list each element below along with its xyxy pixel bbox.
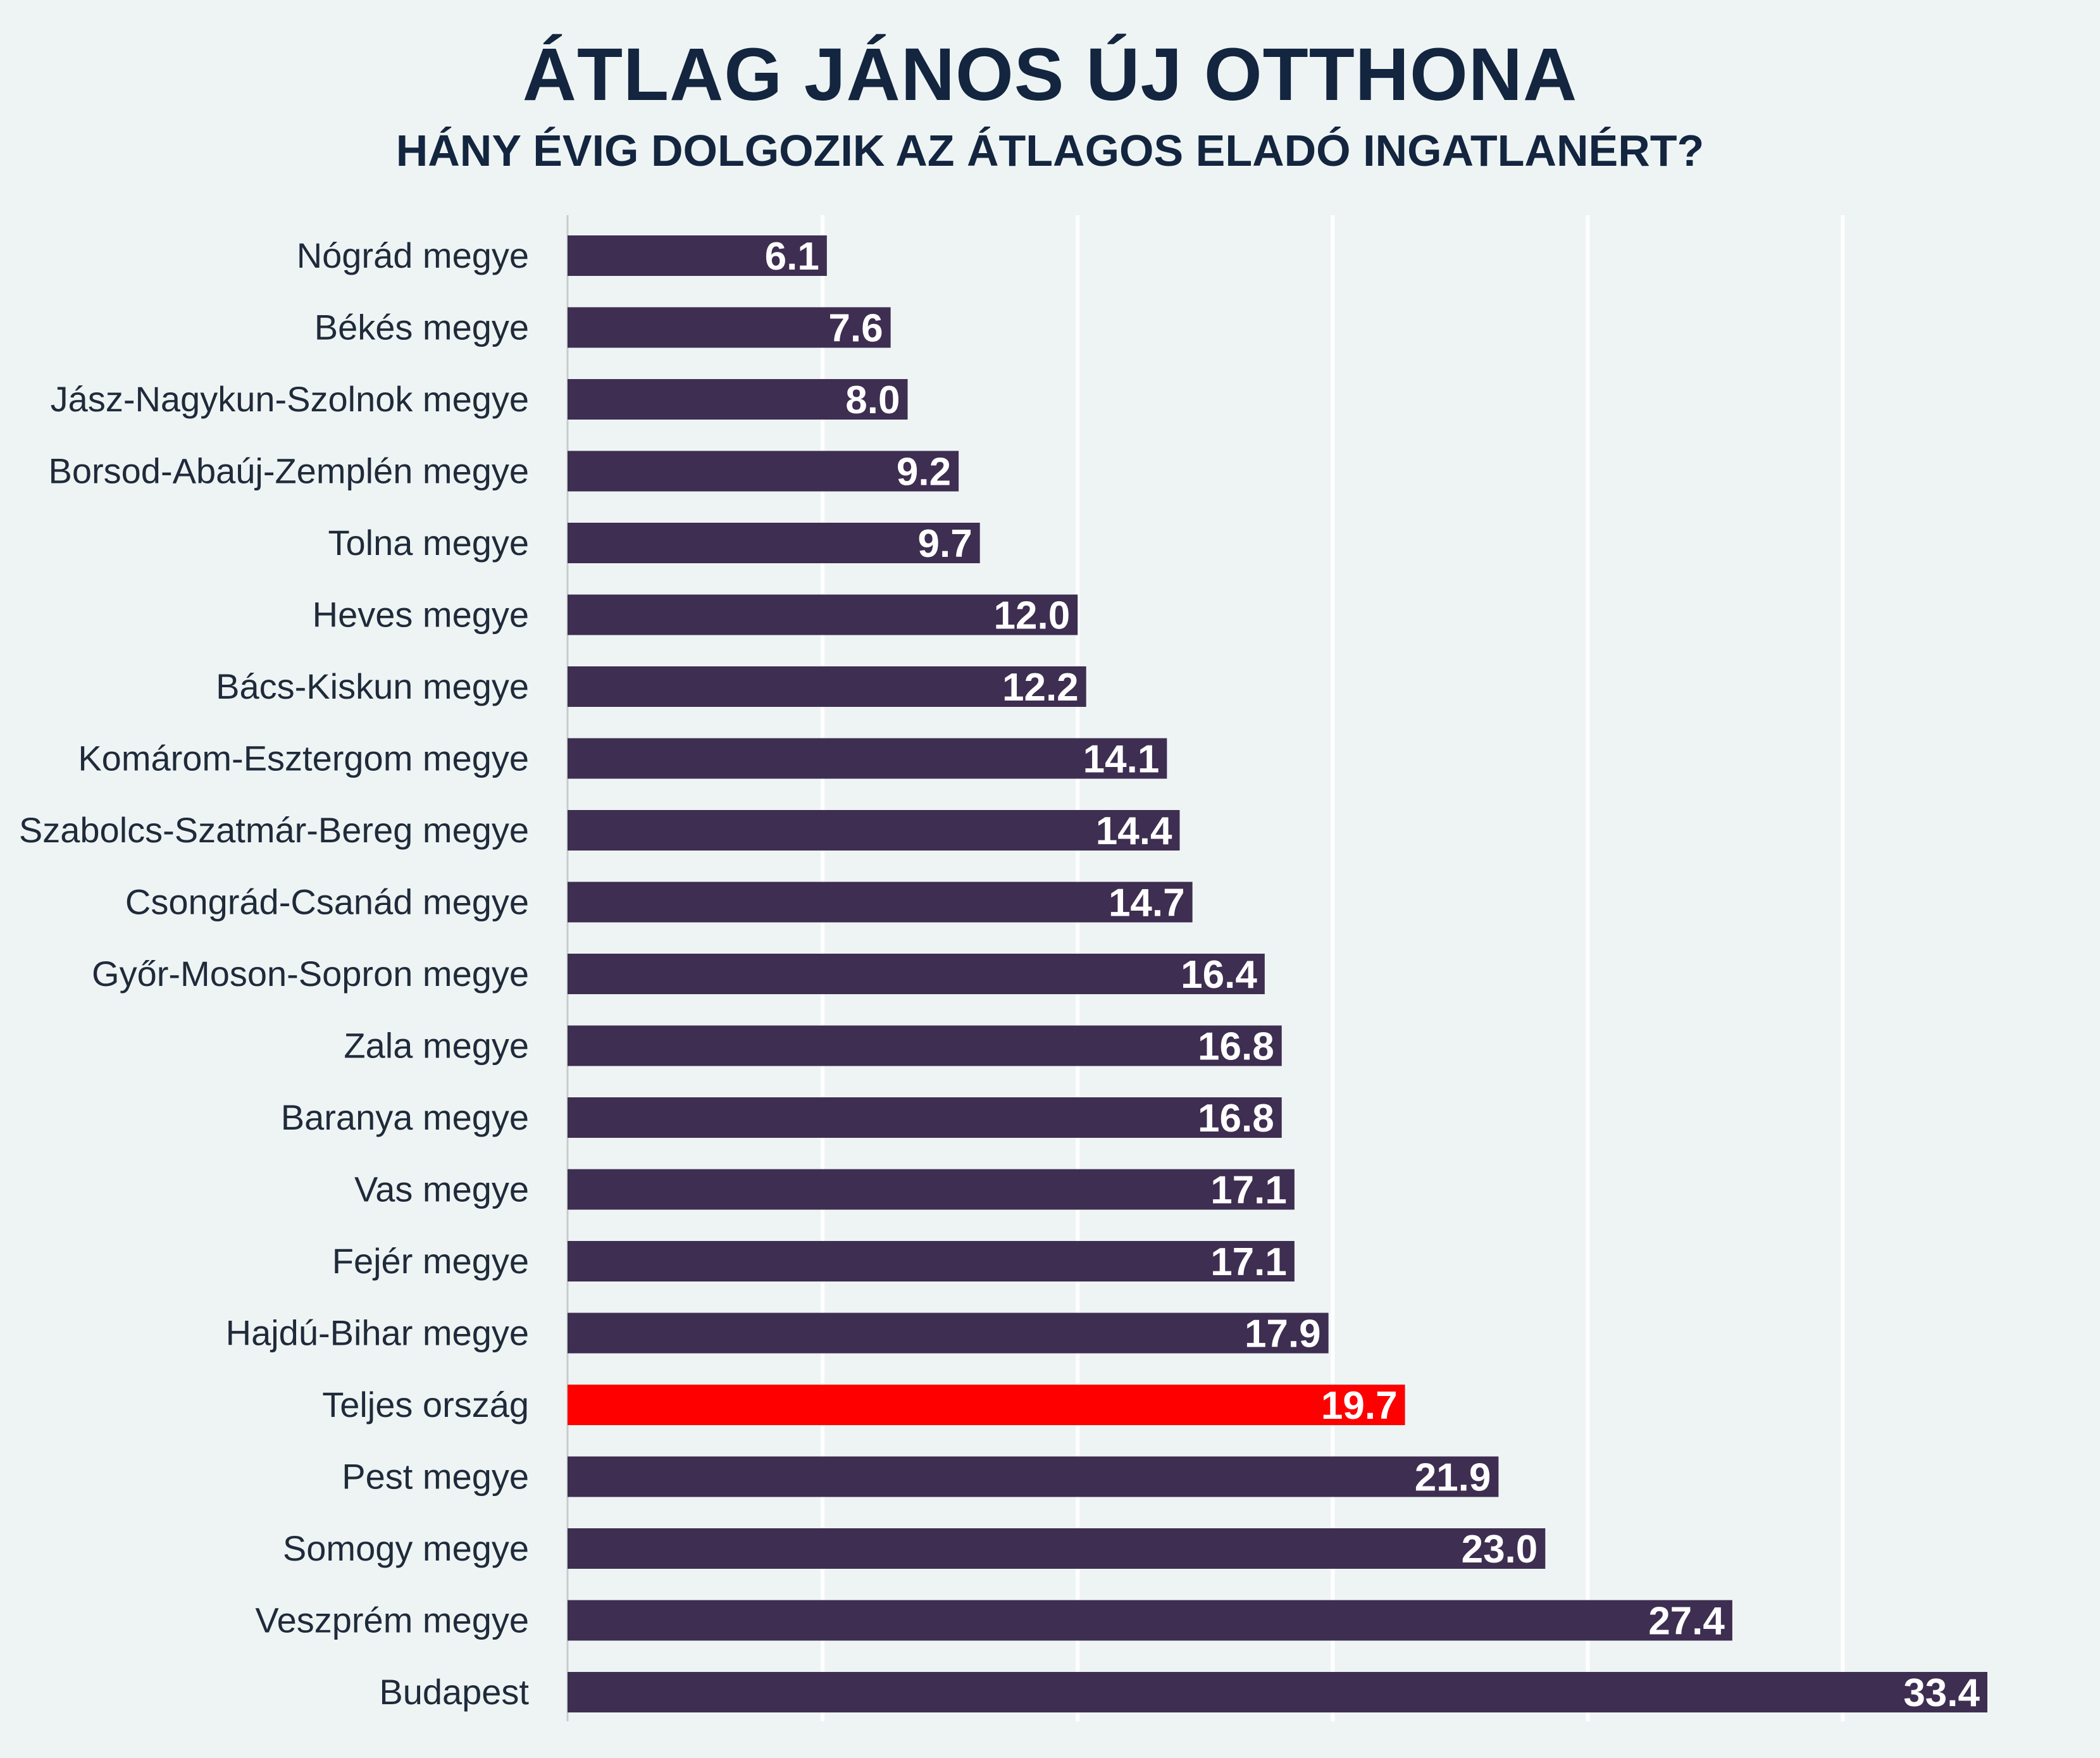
category-label: Szabolcs-Szatmár-Bereg megye: [19, 810, 529, 850]
bar-layer: [568, 235, 1987, 1712]
bar: [568, 1312, 1329, 1354]
bar: [568, 235, 827, 276]
bar: [568, 666, 1086, 707]
bar: [568, 1456, 1499, 1497]
category-label: Budapest: [379, 1672, 529, 1712]
value-label: 9.7: [917, 522, 972, 566]
bar: [568, 954, 1265, 994]
category-label: Fejér megye: [332, 1241, 529, 1281]
category-label: Vas megye: [354, 1169, 529, 1209]
label-layer: Nógrád megye 6.1 Békés megye 7.6 Jász-Nagyku…: [19, 235, 1980, 1715]
value-label: 16.8: [1198, 1097, 1274, 1140]
bar: [568, 379, 908, 420]
bar: [568, 810, 1180, 851]
bar: [568, 1672, 1987, 1712]
category-label: Nógrád megye: [297, 235, 529, 275]
bar: [568, 1169, 1295, 1210]
value-label: 27.4: [1648, 1600, 1725, 1643]
category-label: Baranya megye: [281, 1097, 529, 1137]
value-label: 19.7: [1321, 1384, 1398, 1428]
bar: [568, 1025, 1282, 1066]
category-label: Somogy megye: [283, 1528, 529, 1568]
category-label: Heves megye: [313, 595, 529, 635]
category-label: Hajdú-Bihar megye: [226, 1313, 529, 1353]
chart-title: ÁTLAG JÁNOS ÚJ OTTHONA: [522, 33, 1578, 116]
category-label: Tolna megye: [328, 523, 529, 563]
value-label: 23.0: [1462, 1528, 1538, 1571]
value-label: 16.4: [1181, 953, 1257, 997]
category-label: Győr-Moson-Sopron megye: [92, 954, 529, 994]
bar: [568, 1241, 1295, 1281]
value-label: 12.2: [1002, 666, 1079, 709]
category-label: Bács-Kiskun megye: [216, 666, 529, 706]
value-label: 17.1: [1210, 1240, 1287, 1284]
category-label: Teljes ország: [322, 1385, 529, 1424]
bar: [568, 451, 959, 492]
value-label: 7.6: [828, 307, 883, 351]
value-label: 33.4: [1903, 1671, 1980, 1715]
bar: [568, 1600, 1732, 1641]
bar: [568, 1097, 1282, 1138]
category-label: Békés megye: [314, 308, 529, 347]
category-label: Csongrád-Csanád megye: [125, 882, 529, 922]
category-label: Pest megye: [342, 1457, 529, 1497]
value-label: 14.1: [1083, 738, 1160, 782]
category-label: Jász-Nagykun-Szolnok megye: [51, 379, 529, 419]
value-label: 17.9: [1245, 1312, 1321, 1356]
value-label: 9.2: [897, 451, 951, 494]
bar: [568, 1528, 1546, 1569]
bar: [568, 307, 891, 348]
category-label: Komárom-Esztergom megye: [78, 739, 529, 778]
value-label: 6.1: [765, 235, 819, 278]
bar-highlight: [568, 1385, 1405, 1425]
value-label: 12.0: [994, 594, 1071, 638]
chart-subtitle: HÁNY ÉVIG DOLGOZIK AZ ÁTLAGOS ELADÓ INGA…: [395, 126, 1705, 175]
bar: [568, 882, 1193, 923]
value-label: 16.8: [1198, 1025, 1274, 1069]
category-label: Borsod-Abaúj-Zemplén megye: [49, 451, 529, 491]
bar: [568, 594, 1078, 635]
category-label: Veszprém megye: [255, 1600, 529, 1640]
value-label: 14.4: [1096, 809, 1172, 853]
value-label: 14.7: [1109, 882, 1185, 925]
category-label: Zala megye: [344, 1026, 529, 1066]
bar: [568, 738, 1167, 779]
bar: [568, 523, 980, 563]
value-label: 21.9: [1415, 1456, 1491, 1500]
value-label: 8.0: [845, 378, 900, 422]
value-label: 17.1: [1210, 1169, 1287, 1213]
